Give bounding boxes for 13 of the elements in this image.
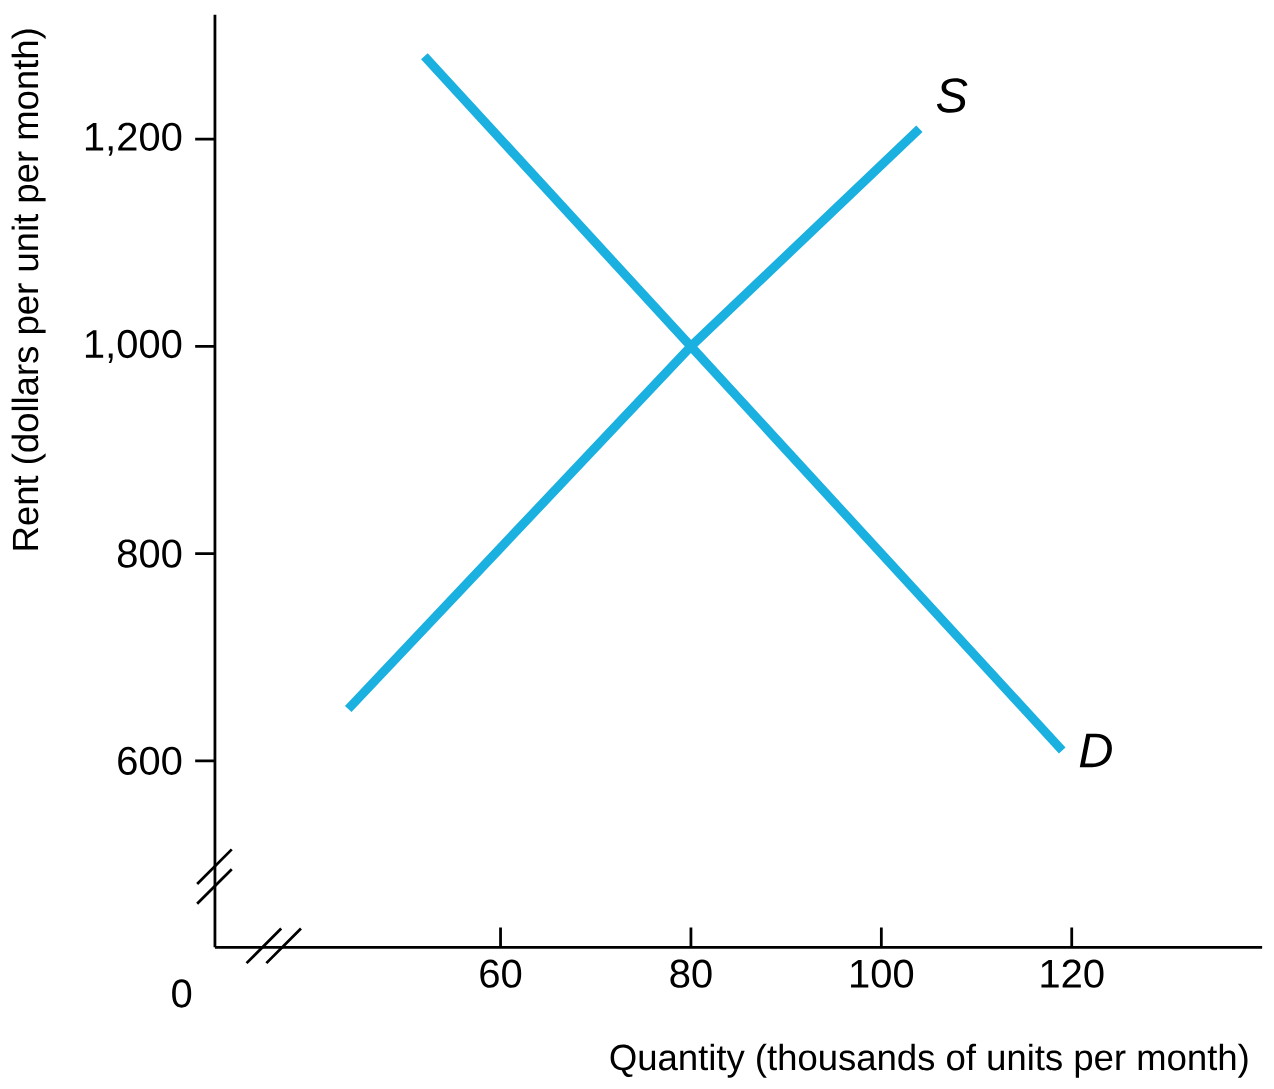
y-tick-label: 600 (118, 746, 182, 775)
series-label: S (936, 78, 968, 113)
x-tick-label: 120 (1041, 959, 1104, 988)
y-axis-title: Rent (dollars per unit per month) (11, 29, 46, 550)
x-tick-label: 100 (851, 959, 914, 988)
x-axis-title: Quantity (thousands of units per month) (610, 1043, 1248, 1078)
x-tick-label: 80 (670, 959, 712, 988)
series-label: D (1079, 733, 1112, 768)
x-tick-label: 60 (480, 959, 522, 988)
text: 0 (172, 979, 192, 1008)
y-tick-label: 800 (117, 539, 182, 568)
y-tick-label: 1,000 (85, 329, 182, 363)
y-tick-label: 1,200 (85, 122, 182, 156)
